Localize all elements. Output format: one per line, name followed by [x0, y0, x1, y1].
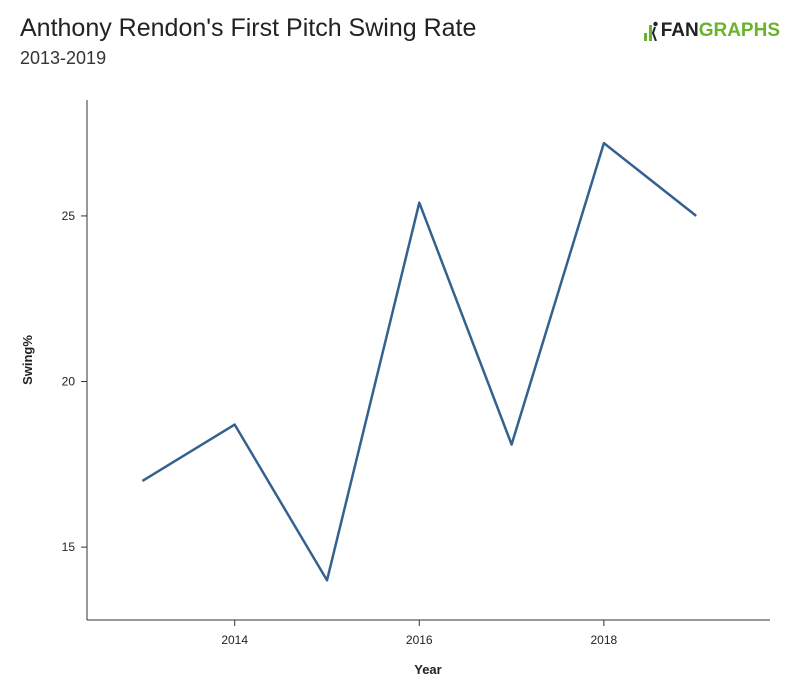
- logo-text-graphs: GRAPHS: [698, 20, 780, 41]
- chart-title: Anthony Rendon's First Pitch Swing Rate: [20, 14, 477, 42]
- fangraphs-logo: FAN GRAPHS: [643, 20, 780, 42]
- x-ticks: 2014 2016 2018: [221, 620, 618, 647]
- y-tick-label: 20: [62, 375, 76, 389]
- chart-subtitle: 2013-2019: [20, 48, 107, 68]
- x-axis-title: Year: [414, 662, 441, 677]
- y-ticks: 15 20 25: [62, 209, 87, 554]
- fangraphs-logo-icon: [643, 21, 658, 41]
- y-tick-label: 15: [62, 540, 76, 554]
- x-tick-label: 2016: [406, 633, 433, 647]
- y-axis-title: Swing%: [20, 335, 35, 385]
- series-line-swing: [141, 141, 697, 582]
- logo-text-fan: FAN: [660, 20, 699, 41]
- x-tick-label: 2014: [221, 633, 248, 647]
- x-tick-label: 2018: [591, 633, 618, 647]
- y-tick-label: 25: [62, 209, 76, 223]
